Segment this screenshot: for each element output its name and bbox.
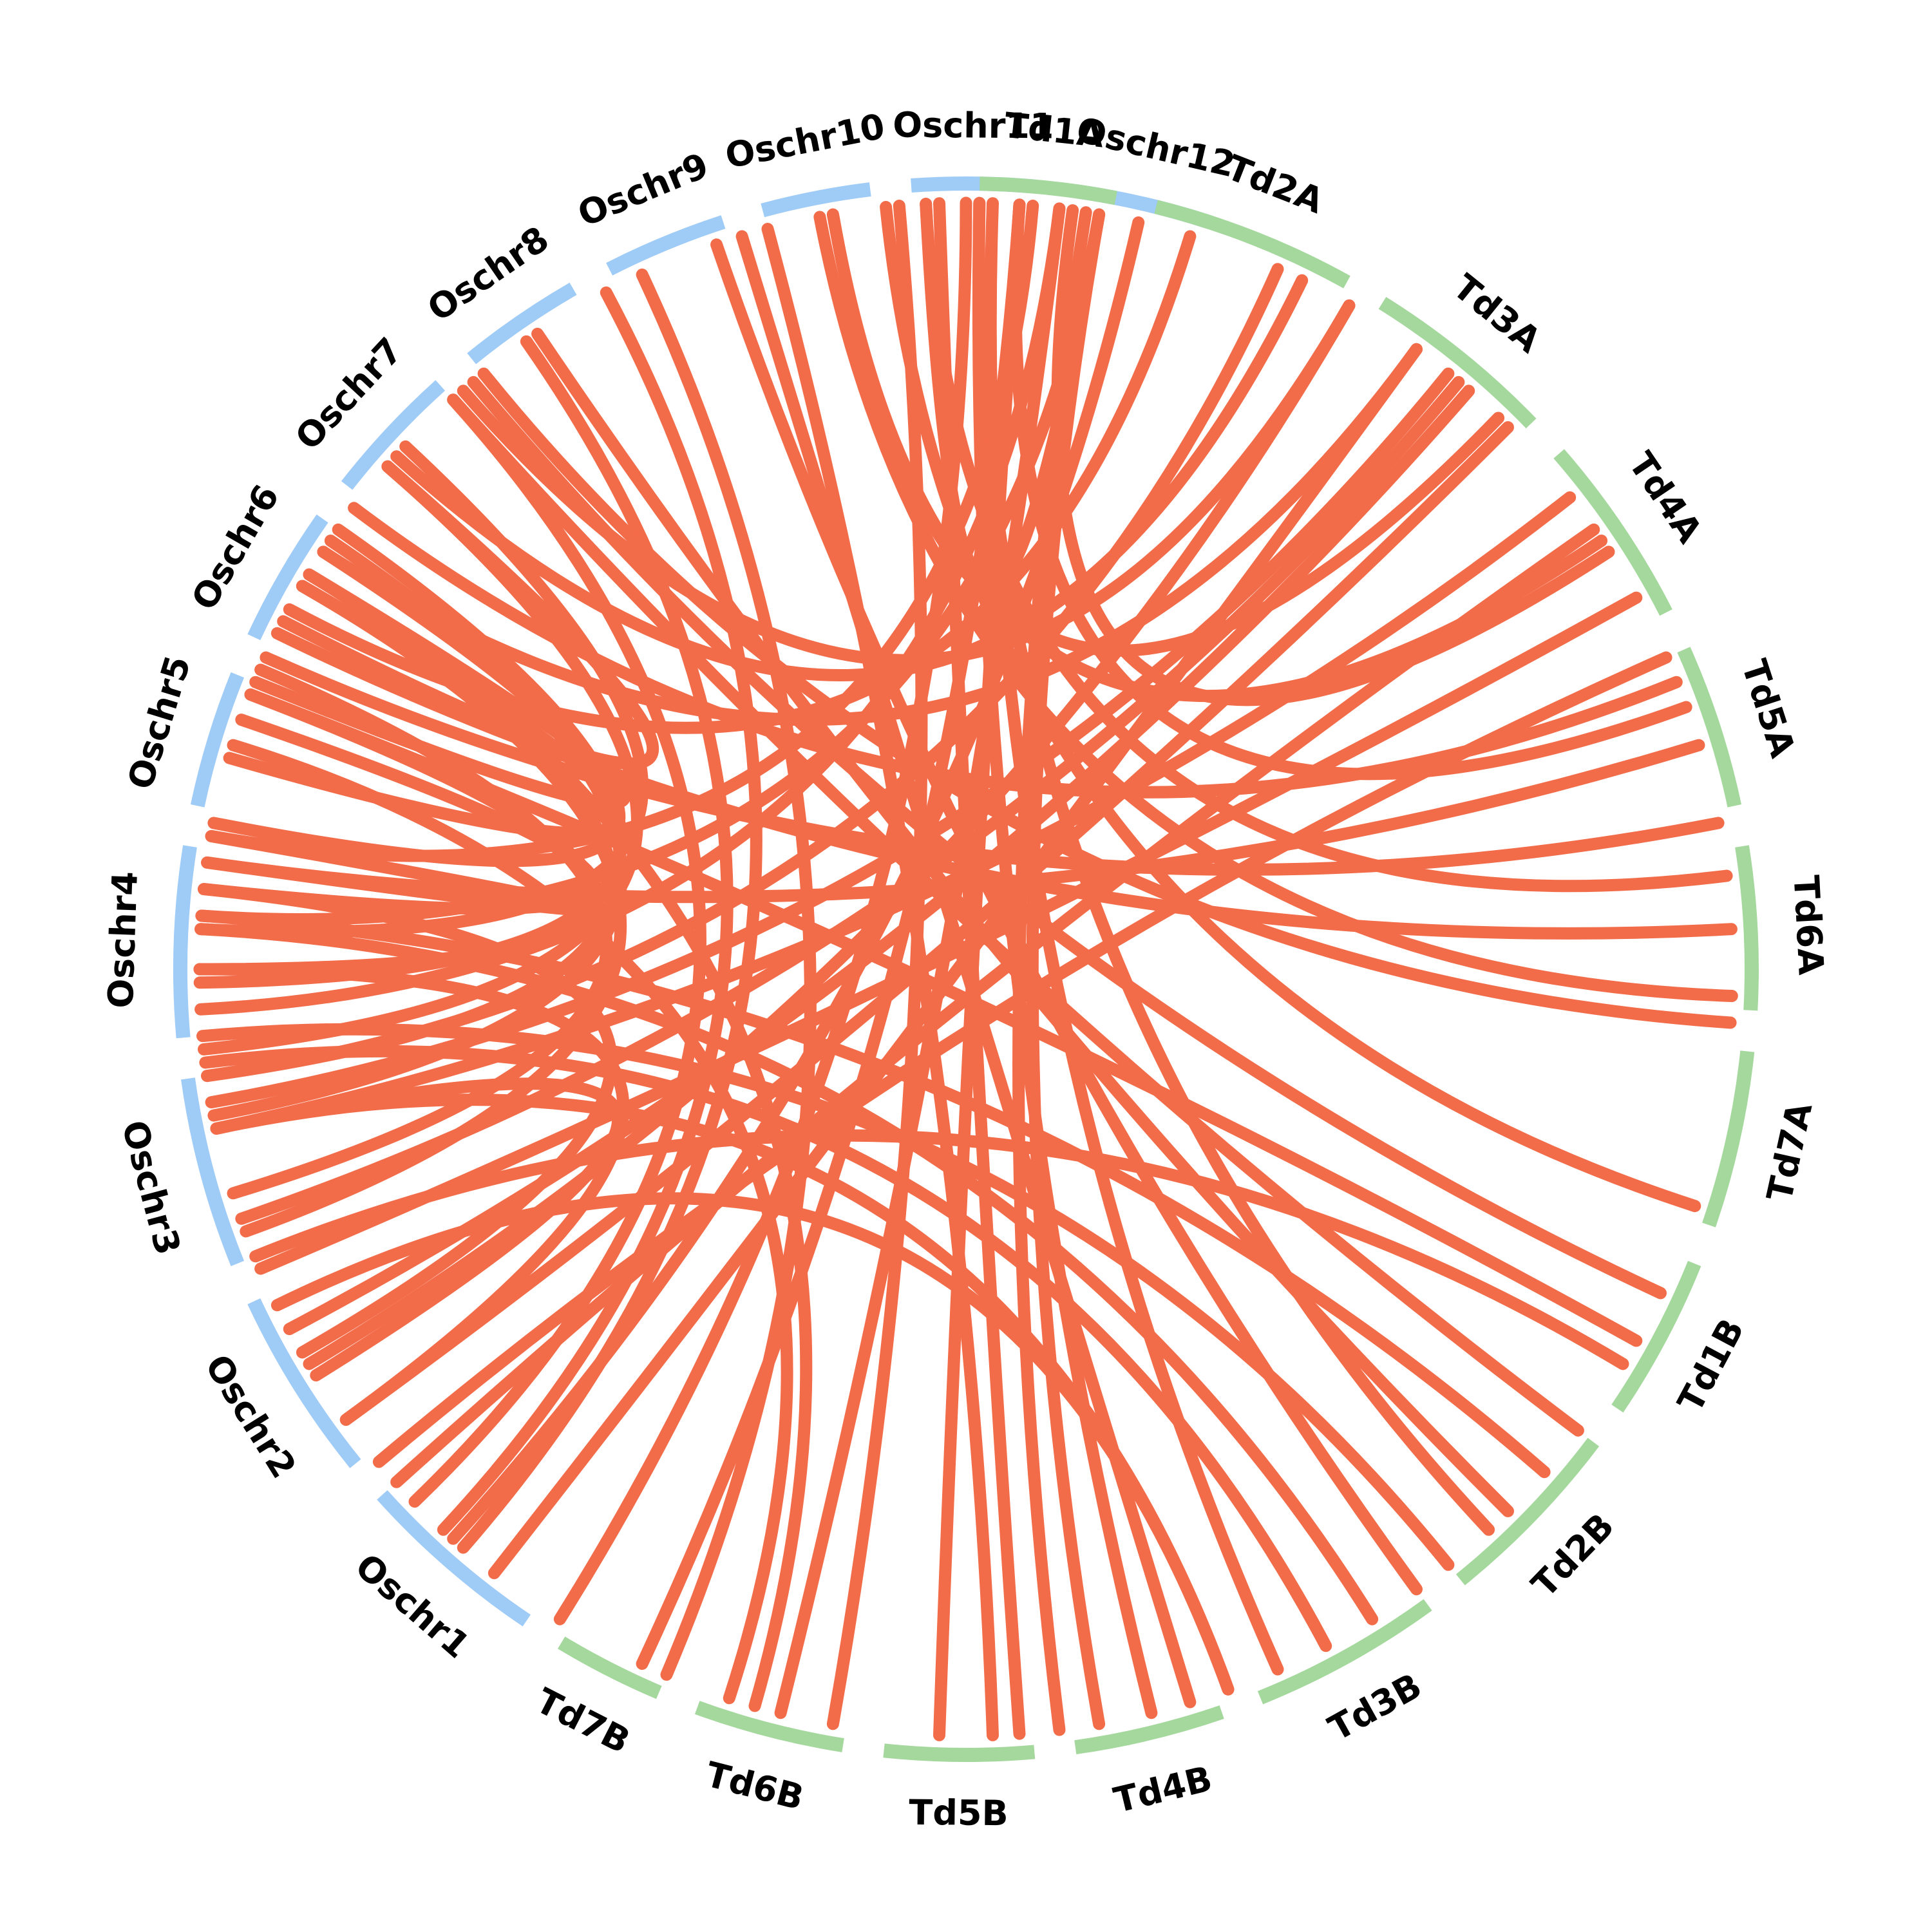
chromosome-arc-td4b [1074, 1705, 1224, 1754]
synteny-link [933, 198, 1026, 1741]
synteny-link [735, 230, 1197, 1709]
chromosome-label-td7a: Td7A [1759, 1099, 1820, 1205]
chromosome-label-td2b: Td2B [1524, 1506, 1622, 1605]
synteny-link [826, 208, 1608, 703]
chromosome-label-oschr11: Oschr11 [893, 104, 1054, 146]
chromosome-arc-oschr3 [181, 1077, 245, 1267]
chromosome-label-td4a: Td4A [1621, 445, 1710, 551]
chromosome-label-td7b: Td7B [529, 1680, 636, 1761]
synteny-link [1026, 208, 1106, 1730]
synteny-link [198, 714, 601, 915]
chromosome-arc-td2b [1455, 1437, 1600, 1586]
synteny-link [636, 269, 817, 1681]
synteny-link [761, 223, 999, 1741]
chromosome-arc-td2a [1154, 200, 1350, 289]
chromosome-arc-td3a [1378, 297, 1537, 429]
synteny-link [774, 202, 1066, 1719]
synteny-link [303, 568, 813, 1712]
chromosome-arcs [173, 176, 1759, 1763]
chromosome-label-oschr5: Oschr5 [120, 651, 198, 794]
synteny-link [244, 688, 1643, 1347]
chromosome-arc-td4a [1553, 449, 1672, 616]
chromosome-arc-td1b [1611, 1260, 1701, 1413]
chromosome-label-oschr9: Oschr9 [572, 145, 714, 235]
synteny-link [920, 198, 1733, 893]
synteny-link [348, 502, 1683, 799]
synteny-link [249, 1129, 1629, 1370]
chromosome-arc-oschr1 [377, 1490, 531, 1627]
chromosome-label-oschr10: Oschr10 [722, 106, 888, 176]
synteny-link [249, 568, 631, 810]
chromosome-arc-td5b [883, 1743, 1036, 1763]
synteny-link [390, 274, 1309, 681]
chromosome-label-td4b: Td4B [1110, 1758, 1216, 1821]
synteny-link [826, 200, 928, 1730]
chromosome-arc-td1a [980, 176, 1117, 205]
synteny-link [195, 909, 1551, 1479]
synteny-link [457, 286, 762, 1554]
chromosome-label-td5a: Td5A [1734, 655, 1803, 762]
synteny-link [437, 335, 734, 1536]
chromosome-arc-td3b [1257, 1599, 1432, 1705]
chromosome-arc-td7b [558, 1636, 662, 1700]
synteny-link [227, 739, 793, 1705]
chromosome-label-oschr4: Oschr4 [100, 871, 146, 1009]
chromosome-arc-oschr6 [247, 514, 328, 641]
chromosome-arc-oschr5 [190, 672, 245, 808]
chromosome-arc-oschr10 [761, 182, 871, 218]
chromosome-arc-td6b [694, 1701, 844, 1752]
synteny-link [194, 923, 1379, 1625]
chromosome-label-td2a: Td2A [1222, 147, 1329, 222]
synteny-link [270, 1192, 1235, 1696]
synteny-link [277, 460, 659, 770]
chromosome-arc-td6a [1735, 845, 1759, 1011]
synteny-link [1009, 198, 1692, 781]
synteny-link [880, 201, 1701, 1213]
synteny-link [199, 1045, 1332, 1653]
chromosome-label-td6a: Td6A [1786, 874, 1832, 976]
synteny-link [636, 198, 1026, 1670]
chromosome-label-td1b: Td1B [1670, 1312, 1752, 1419]
synteny-link [813, 211, 1738, 1002]
chromosome-label-td3b: Td3B [1321, 1665, 1428, 1749]
synteny-link [531, 327, 1514, 1517]
chromosome-arc-oschr8 [467, 282, 577, 365]
chromosome-arc-oschr7 [341, 380, 446, 490]
synteny-links [193, 196, 1738, 1741]
chromosome-label-oschr3: Oschr3 [114, 1116, 189, 1259]
synteny-link [1012, 206, 1092, 1736]
chromosome-arc-oschr2 [247, 1298, 361, 1468]
chromosome-arc-oschr9 [606, 215, 726, 276]
chromosome-label-td6b: Td6B [701, 1754, 808, 1818]
chromosome-arc-td7a [1702, 1050, 1755, 1227]
chromosome-label-td3a: Td3A [1445, 267, 1548, 361]
chromosome-label-td5b: Td5B [909, 1792, 1009, 1833]
chromosome-arc-oschr4 [173, 845, 197, 1039]
chromosome-arc-td5a [1677, 647, 1742, 808]
